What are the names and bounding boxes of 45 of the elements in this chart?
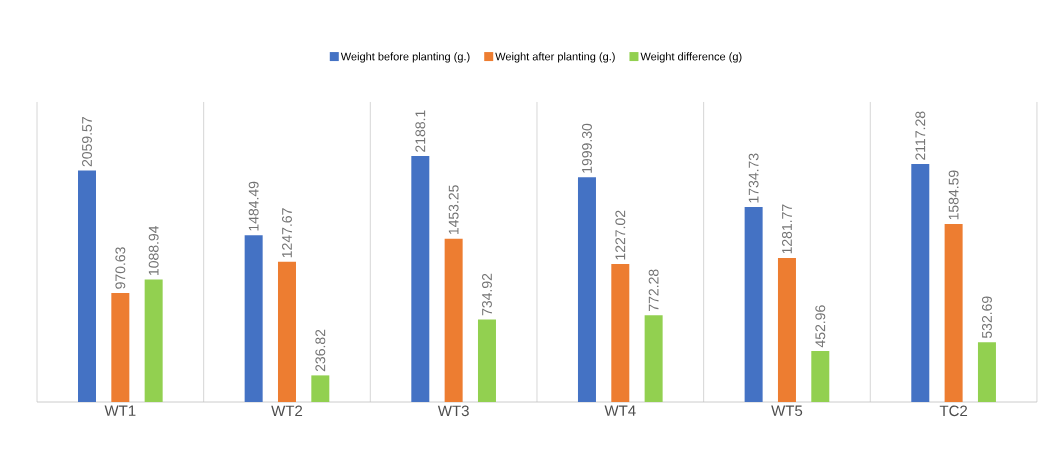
x-tick-label: TC2 bbox=[939, 405, 968, 417]
data-label: 2188.1 bbox=[415, 110, 426, 152]
data-label: 1453.25 bbox=[448, 185, 459, 235]
bar bbox=[777, 257, 796, 402]
data-label: 772.28 bbox=[648, 269, 659, 311]
bar bbox=[311, 375, 330, 402]
data-label: 532.69 bbox=[981, 296, 992, 339]
data-label: 1247.67 bbox=[282, 208, 292, 258]
bar bbox=[744, 207, 763, 402]
bar bbox=[244, 235, 263, 402]
x-tick-label: WT5 bbox=[771, 405, 803, 416]
data-label: 1088.94 bbox=[148, 225, 159, 276]
bar bbox=[577, 177, 596, 402]
bar bbox=[111, 292, 130, 402]
legend-label: Weight after planting (g.) bbox=[495, 52, 615, 63]
bar bbox=[977, 342, 996, 402]
bar bbox=[78, 170, 96, 402]
data-label: 970.63 bbox=[115, 247, 126, 289]
x-tick-label: WT2 bbox=[271, 405, 303, 417]
bar bbox=[944, 223, 963, 402]
data-label: 236.82 bbox=[315, 329, 326, 372]
data-label: 1734.73 bbox=[748, 153, 759, 203]
data-label: 2117.28 bbox=[915, 111, 926, 160]
bar bbox=[644, 315, 663, 402]
data-label: 1281.77 bbox=[782, 204, 792, 254]
bar bbox=[444, 238, 463, 402]
bar bbox=[611, 264, 630, 402]
legend-label: Weight difference (g) bbox=[640, 52, 742, 63]
data-label: 1584.59 bbox=[948, 170, 959, 220]
x-tick-label: WT3 bbox=[437, 405, 469, 417]
bar bbox=[477, 319, 496, 402]
data-label: 452.96 bbox=[815, 305, 826, 348]
bar bbox=[911, 164, 930, 402]
x-tick-label: WT1 bbox=[104, 405, 136, 416]
legend-label: Weight before planting (g.) bbox=[340, 52, 470, 63]
bar bbox=[411, 156, 430, 402]
data-label: 1999.30 bbox=[582, 123, 592, 173]
data-label: 1227.02 bbox=[615, 210, 626, 260]
x-tick-label: WT4 bbox=[604, 405, 636, 416]
bar bbox=[277, 261, 296, 402]
data-label: 2059.57 bbox=[82, 117, 92, 167]
bar bbox=[811, 351, 830, 402]
data-label: 1484.49 bbox=[248, 181, 259, 231]
data-label: 734.92 bbox=[482, 273, 492, 316]
bar bbox=[144, 279, 163, 402]
